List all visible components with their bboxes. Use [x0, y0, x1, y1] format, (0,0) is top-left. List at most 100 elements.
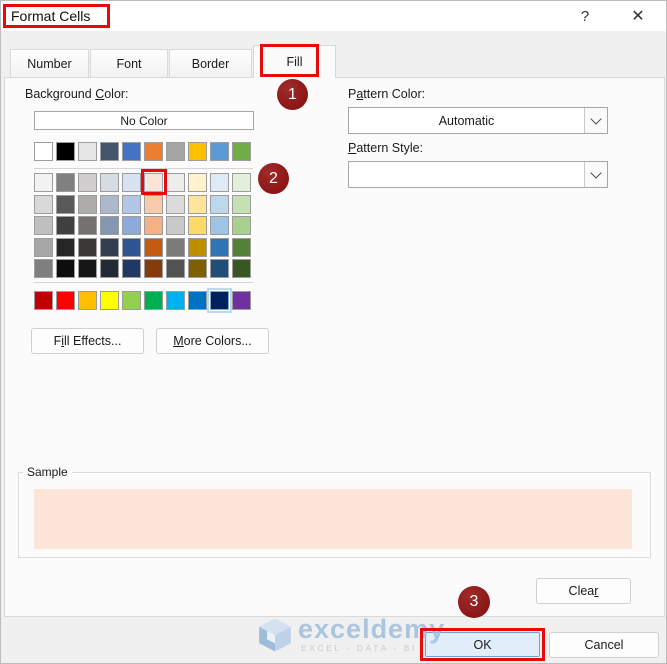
more-colors-button[interactable]: More Colors...	[156, 328, 269, 354]
color-swatch[interactable]	[144, 291, 163, 310]
exceldemy-cube-icon	[259, 617, 291, 652]
clear-button[interactable]: Clear	[536, 578, 631, 604]
color-swatch[interactable]	[122, 142, 141, 161]
color-swatch[interactable]	[100, 237, 119, 257]
color-swatch[interactable]	[78, 291, 97, 310]
pattern-color-value: Automatic	[438, 113, 495, 128]
color-swatch[interactable]	[100, 194, 119, 214]
color-swatch[interactable]	[188, 291, 207, 310]
chevron-down-icon[interactable]	[584, 162, 607, 187]
color-swatch[interactable]	[232, 237, 251, 257]
color-swatch[interactable]	[144, 216, 163, 235]
color-swatch[interactable]	[56, 259, 75, 278]
color-swatch[interactable]	[188, 237, 207, 257]
color-swatch[interactable]	[122, 173, 141, 192]
color-swatch[interactable]	[166, 259, 185, 278]
color-swatch[interactable]	[232, 142, 251, 161]
color-swatch[interactable]	[34, 237, 53, 257]
color-swatch[interactable]	[100, 291, 119, 310]
color-swatch[interactable]	[78, 142, 97, 161]
color-swatch[interactable]	[166, 173, 185, 192]
color-swatch[interactable]	[78, 173, 97, 192]
color-swatch[interactable]	[122, 216, 141, 235]
color-swatch[interactable]	[232, 291, 251, 310]
color-swatch[interactable]	[232, 216, 251, 235]
standard-color-row	[34, 288, 251, 313]
color-swatch[interactable]	[100, 142, 119, 161]
watermark-tagline: EXCEL - DATA - BI	[301, 643, 417, 653]
color-swatch[interactable]	[210, 237, 229, 257]
pattern-style-label: Pattern Style:	[348, 141, 424, 155]
pattern-color-label: Pattern Color:	[348, 87, 426, 101]
color-swatch[interactable]	[78, 194, 97, 214]
color-swatch[interactable]	[78, 237, 97, 257]
color-swatch[interactable]	[188, 173, 207, 192]
color-swatch[interactable]	[210, 173, 229, 192]
theme-color-row	[34, 142, 251, 161]
color-swatch[interactable]	[232, 259, 251, 278]
color-swatch[interactable]	[144, 142, 163, 161]
color-swatch[interactable]	[188, 142, 207, 161]
selected-color-swatch[interactable]	[141, 170, 166, 195]
color-swatch[interactable]	[232, 173, 251, 192]
fill-effects-button[interactable]: Fill Effects...	[31, 328, 144, 354]
color-swatch[interactable]	[166, 142, 185, 161]
color-swatch[interactable]	[188, 259, 207, 278]
ok-button[interactable]: OK	[425, 632, 540, 657]
color-swatch[interactable]	[188, 194, 207, 214]
color-swatch[interactable]	[100, 216, 119, 235]
color-swatch[interactable]	[166, 216, 185, 235]
close-icon[interactable]: ✕	[631, 8, 645, 25]
color-swatch[interactable]	[100, 173, 119, 192]
color-swatch[interactable]	[56, 194, 75, 214]
color-swatch[interactable]	[166, 194, 185, 214]
color-swatch[interactable]	[122, 259, 141, 278]
color-swatch[interactable]	[56, 237, 75, 257]
color-swatch[interactable]	[122, 194, 141, 214]
tab-number[interactable]: Number	[10, 49, 89, 77]
color-swatch[interactable]	[56, 142, 75, 161]
color-swatch[interactable]	[210, 259, 229, 278]
color-swatch[interactable]	[78, 259, 97, 278]
color-swatch[interactable]	[34, 173, 53, 192]
color-swatch[interactable]	[144, 194, 163, 214]
tab-border[interactable]: Border	[169, 49, 252, 77]
color-swatch[interactable]	[122, 291, 141, 310]
palette-divider-bottom	[34, 282, 253, 283]
color-swatch[interactable]	[34, 194, 53, 214]
color-swatch[interactable]	[100, 259, 119, 278]
color-swatch[interactable]	[210, 216, 229, 235]
help-icon[interactable]: ?	[580, 7, 590, 25]
color-swatch[interactable]	[34, 259, 53, 278]
color-swatch[interactable]	[34, 216, 53, 235]
pattern-color-dropdown[interactable]: Automatic	[348, 107, 608, 134]
color-swatch[interactable]	[207, 288, 232, 313]
tab-fill[interactable]: Fill	[253, 45, 336, 78]
title-bar: Format Cells ? ✕	[1, 1, 666, 31]
variant-color-row	[34, 216, 251, 235]
background-color-label: Background Color:	[25, 87, 129, 101]
dialog-title: Format Cells	[11, 8, 91, 24]
color-swatch[interactable]	[78, 216, 97, 235]
color-swatch[interactable]	[56, 173, 75, 192]
color-swatch[interactable]	[34, 142, 53, 161]
color-swatch[interactable]	[188, 216, 207, 235]
sample-group-box	[18, 472, 651, 558]
color-swatch[interactable]	[56, 291, 75, 310]
color-swatch[interactable]	[144, 237, 163, 257]
pattern-style-dropdown[interactable]	[348, 161, 608, 188]
color-swatch[interactable]	[34, 291, 53, 310]
color-swatch[interactable]	[232, 194, 251, 214]
color-swatch[interactable]	[144, 259, 163, 278]
color-swatch[interactable]	[166, 237, 185, 257]
color-swatch[interactable]	[210, 194, 229, 214]
cancel-button[interactable]: Cancel	[549, 632, 659, 658]
color-swatch[interactable]	[166, 291, 185, 310]
color-swatch[interactable]	[122, 237, 141, 257]
chevron-down-icon[interactable]	[584, 108, 607, 133]
no-color-button[interactable]: No Color	[34, 111, 254, 130]
color-swatch[interactable]	[56, 216, 75, 235]
color-swatch[interactable]	[210, 142, 229, 161]
tab-font[interactable]: Font	[90, 49, 168, 77]
